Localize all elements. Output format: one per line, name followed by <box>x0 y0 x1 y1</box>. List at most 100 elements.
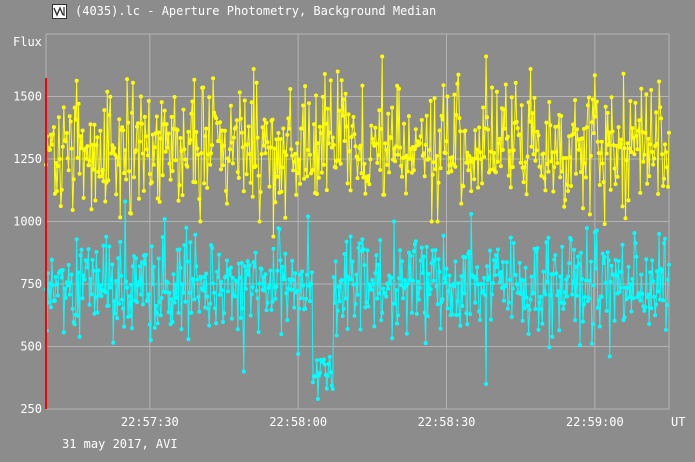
data-point <box>487 275 491 280</box>
data-point <box>65 283 70 288</box>
data-point <box>549 159 554 164</box>
data-point <box>93 198 98 203</box>
data-point <box>474 277 479 281</box>
data-point <box>169 114 174 119</box>
data-point <box>284 291 289 296</box>
data-point <box>566 189 571 193</box>
data-point <box>119 273 124 278</box>
data-point <box>382 192 387 197</box>
data-point <box>76 270 81 275</box>
data-point <box>667 262 671 267</box>
data-point <box>517 260 522 265</box>
app-icon[interactable] <box>52 4 67 19</box>
data-point <box>443 151 448 156</box>
data-point <box>435 219 440 224</box>
data-point <box>160 235 165 240</box>
data-point <box>663 236 667 241</box>
data-point <box>478 318 483 322</box>
data-point <box>545 279 550 284</box>
data-point <box>308 152 312 157</box>
data-point <box>343 296 348 301</box>
data-point <box>346 112 351 117</box>
data-point <box>585 299 590 304</box>
data-point <box>112 146 117 151</box>
y-tick-label: 1250 <box>13 152 42 166</box>
data-point <box>78 253 83 258</box>
data-point <box>330 135 335 140</box>
data-point <box>98 128 103 133</box>
y-tick-label: 250 <box>20 402 42 416</box>
data-point <box>631 135 636 140</box>
data-point <box>666 277 670 282</box>
data-point <box>192 77 197 82</box>
data-point <box>602 222 607 226</box>
data-point <box>488 248 492 253</box>
data-point <box>101 243 106 248</box>
data-point <box>245 259 250 264</box>
data-point <box>477 309 482 314</box>
data-point <box>573 318 578 323</box>
data-point <box>601 261 606 265</box>
data-point <box>588 259 593 264</box>
data-point <box>283 215 288 220</box>
data-point <box>285 318 290 323</box>
data-point <box>135 124 139 129</box>
data-point <box>366 304 371 309</box>
data-point <box>341 97 346 102</box>
data-point <box>89 207 94 212</box>
data-point <box>656 289 661 294</box>
data-point <box>345 181 350 186</box>
data-point <box>252 264 257 269</box>
data-point <box>650 150 655 154</box>
data-point <box>350 259 355 264</box>
data-point <box>224 274 228 279</box>
data-point <box>208 301 213 306</box>
data-point <box>137 139 142 144</box>
data-point <box>647 322 652 326</box>
data-point <box>301 103 306 108</box>
data-point <box>217 139 222 144</box>
lightcurve-app-icon <box>53 6 65 17</box>
data-point <box>598 151 603 156</box>
data-point <box>638 190 643 195</box>
data-point <box>379 127 384 131</box>
data-point <box>108 285 113 290</box>
data-point <box>139 260 144 265</box>
data-point <box>493 273 497 278</box>
data-point <box>228 103 233 108</box>
data-point <box>393 159 398 164</box>
data-point <box>652 294 657 299</box>
data-point <box>571 122 576 127</box>
data-point <box>145 297 150 301</box>
data-point <box>361 247 366 252</box>
data-point <box>635 147 640 152</box>
data-point <box>62 286 67 291</box>
data-point <box>375 296 380 301</box>
data-point <box>112 299 117 304</box>
data-point <box>459 201 464 206</box>
data-point <box>341 307 346 311</box>
data-point <box>462 291 467 296</box>
data-point <box>363 191 368 196</box>
data-point <box>115 155 120 160</box>
data-point <box>586 296 591 301</box>
data-point <box>68 280 73 285</box>
data-point <box>611 273 616 278</box>
data-point <box>235 170 240 174</box>
data-point <box>536 133 541 138</box>
data-point <box>576 254 580 259</box>
data-point <box>255 296 260 301</box>
data-point <box>601 180 606 185</box>
data-point <box>67 114 72 119</box>
data-point <box>49 142 54 147</box>
data-point <box>349 277 354 282</box>
data-point <box>540 321 545 326</box>
data-point <box>353 144 358 149</box>
data-point <box>387 170 392 175</box>
data-point <box>453 164 458 169</box>
data-point <box>507 148 512 153</box>
data-point <box>255 135 260 140</box>
data-point <box>106 178 111 183</box>
data-point <box>655 269 660 274</box>
